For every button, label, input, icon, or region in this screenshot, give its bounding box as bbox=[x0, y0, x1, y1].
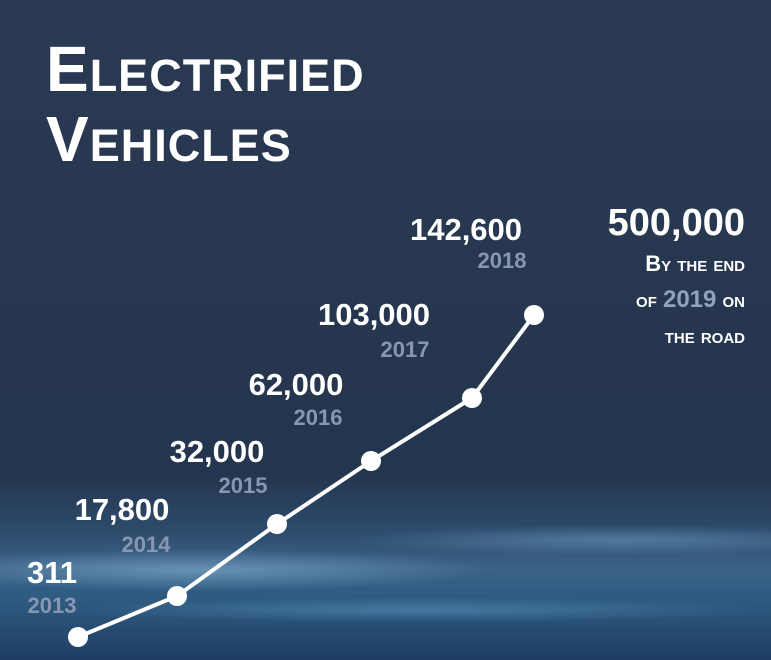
data-point-2016 bbox=[361, 451, 381, 471]
target-callout: 500,000 By the end of 2019 on the road bbox=[608, 200, 745, 354]
callout-line-3: the road bbox=[664, 323, 745, 348]
value-label-2014: 17,800 bbox=[75, 492, 170, 527]
title-line-1: Electrified bbox=[46, 33, 365, 105]
year-label-2016: 2016 bbox=[294, 405, 343, 430]
callout-line-2-suffix: on bbox=[716, 287, 745, 312]
series-line bbox=[77, 313, 536, 639]
callout-value: 500,000 bbox=[607, 202, 745, 244]
year-label-2017: 2017 bbox=[381, 337, 430, 362]
data-point-2013 bbox=[68, 627, 88, 647]
callout-line-2: of 2019 on bbox=[608, 282, 745, 318]
value-label-2018: 142,600 bbox=[410, 212, 522, 247]
year-label-2013: 2013 bbox=[28, 593, 77, 618]
callout-line-1: By the end bbox=[645, 251, 745, 276]
value-label-2017: 103,000 bbox=[318, 297, 430, 332]
value-label-2015: 32,000 bbox=[170, 434, 265, 469]
callout-line-2-prefix: of bbox=[636, 287, 663, 312]
data-point-2017 bbox=[462, 388, 482, 408]
year-label-2015: 2015 bbox=[219, 473, 268, 498]
year-label-2014: 2014 bbox=[122, 532, 172, 557]
value-label-2013: 311 bbox=[27, 555, 77, 590]
data-point-2014 bbox=[167, 586, 187, 606]
year-label-2018: 2018 bbox=[478, 248, 527, 273]
chart-title: Electrified Vehicles bbox=[46, 34, 365, 174]
title-line-2: Vehicles bbox=[46, 103, 292, 175]
data-point-2018 bbox=[524, 305, 544, 325]
value-label-2016: 62,000 bbox=[249, 367, 344, 402]
callout-year: 2019 bbox=[662, 286, 717, 313]
data-point-2015 bbox=[267, 514, 287, 534]
